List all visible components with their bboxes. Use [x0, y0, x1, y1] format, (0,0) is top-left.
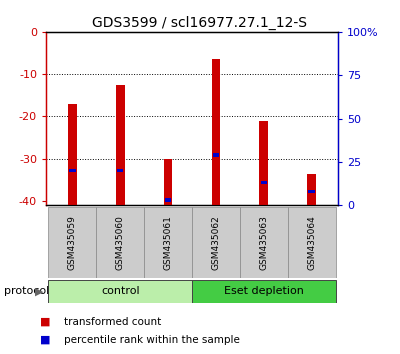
Text: GSM435060: GSM435060	[116, 215, 125, 270]
Bar	[165, 199, 171, 202]
Bar	[212, 59, 220, 205]
Bar	[68, 104, 77, 205]
Bar	[213, 153, 219, 157]
Bar	[164, 159, 172, 205]
Text: protocol: protocol	[4, 286, 49, 296]
FancyBboxPatch shape	[288, 207, 336, 278]
Text: ▶: ▶	[35, 286, 44, 296]
Bar	[116, 85, 124, 205]
FancyBboxPatch shape	[96, 207, 144, 278]
FancyBboxPatch shape	[144, 207, 192, 278]
Text: GSM435061: GSM435061	[164, 215, 172, 270]
Text: Eset depletion: Eset depletion	[224, 286, 304, 296]
FancyBboxPatch shape	[48, 207, 96, 278]
Text: GSM435062: GSM435062	[212, 215, 220, 270]
Bar	[308, 190, 315, 193]
Text: transformed count: transformed count	[64, 317, 161, 327]
Text: percentile rank within the sample: percentile rank within the sample	[64, 335, 240, 345]
Text: GSM435059: GSM435059	[68, 215, 77, 270]
FancyBboxPatch shape	[48, 280, 192, 303]
Bar	[260, 181, 267, 184]
Bar	[69, 169, 76, 172]
Text: GSM435063: GSM435063	[259, 215, 268, 270]
FancyBboxPatch shape	[192, 207, 240, 278]
FancyBboxPatch shape	[240, 207, 288, 278]
Text: ■: ■	[40, 335, 50, 345]
Bar	[307, 173, 316, 205]
Text: GSM435064: GSM435064	[307, 215, 316, 270]
Text: ■: ■	[40, 317, 50, 327]
FancyBboxPatch shape	[192, 280, 336, 303]
Text: control: control	[101, 286, 140, 296]
Bar	[260, 121, 268, 205]
Bar	[117, 169, 124, 172]
Text: GDS3599 / scl16977.27.1_12-S: GDS3599 / scl16977.27.1_12-S	[92, 16, 308, 30]
